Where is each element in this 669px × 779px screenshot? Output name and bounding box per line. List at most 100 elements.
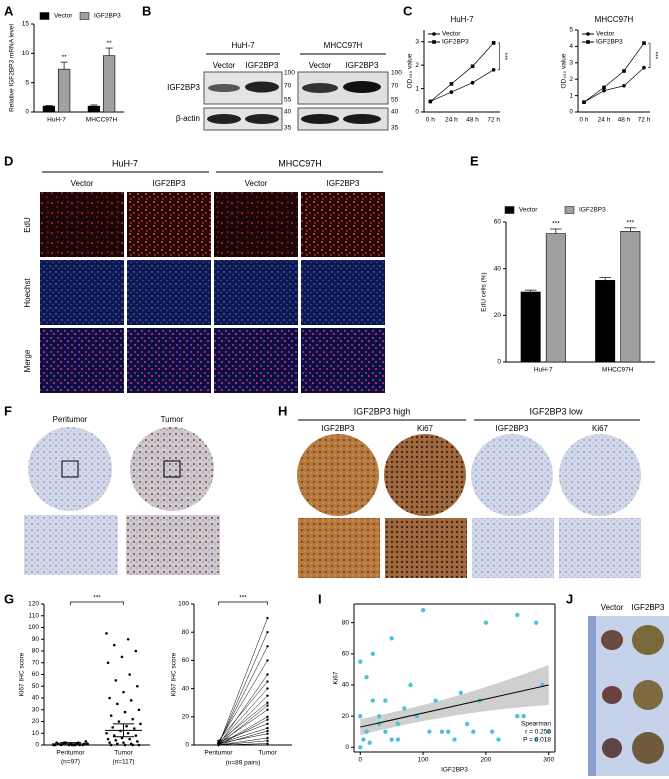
fit-line — [360, 684, 549, 728]
point — [452, 737, 457, 742]
point — [116, 742, 119, 746]
panel-label: I — [318, 591, 322, 606]
micrograph — [298, 518, 380, 578]
y-axis-label: OD₄₅₀ value — [561, 53, 568, 88]
point — [266, 704, 269, 707]
y-tick-label: 2 — [415, 62, 419, 69]
y-tick-label: 80 — [182, 629, 190, 636]
point — [395, 737, 401, 742]
point — [464, 721, 470, 727]
size-marker: 35 — [391, 125, 399, 132]
y-tick-label: 40 — [342, 682, 350, 689]
point — [114, 679, 118, 682]
pair-line — [218, 618, 268, 746]
point — [53, 743, 57, 747]
point — [266, 680, 269, 683]
western-blot: HuH-7 MHCC97H Vector IGF2BP3 Vector IGF2… — [167, 41, 389, 131]
point — [446, 729, 451, 734]
point — [126, 637, 130, 641]
pair-line — [218, 737, 268, 746]
tumor — [602, 686, 622, 704]
micrograph — [126, 515, 220, 575]
point — [137, 743, 141, 747]
point — [109, 714, 113, 717]
point — [266, 742, 269, 745]
chart-title: MHCC97H — [595, 15, 634, 24]
y-tick-label: 100 — [28, 624, 39, 631]
x-tick-label: 100 — [418, 757, 429, 764]
point — [117, 720, 121, 723]
column-label: IGF2BP3 — [327, 179, 360, 188]
point — [358, 659, 363, 664]
pair-line — [218, 716, 268, 746]
point — [266, 694, 269, 697]
marker — [470, 80, 475, 85]
point — [106, 737, 110, 741]
panel-label: F — [4, 403, 12, 418]
x-tick-label: 0 — [358, 757, 362, 764]
bar — [42, 105, 56, 113]
series-line — [430, 69, 494, 102]
significance: *** — [627, 220, 635, 227]
panel-label: C — [403, 3, 413, 18]
y-tick-label: 70 — [32, 659, 40, 666]
band — [245, 114, 279, 124]
column-label: IGF2BP3 — [153, 179, 186, 188]
panel-label: H — [278, 403, 287, 418]
tumor — [601, 630, 623, 650]
point — [266, 673, 269, 676]
bar — [102, 55, 116, 113]
lane-label: Vector — [213, 61, 236, 70]
marker — [642, 41, 646, 45]
point — [489, 729, 495, 734]
point — [376, 713, 382, 719]
size-marker: 35 — [284, 125, 292, 132]
band — [343, 114, 381, 124]
point — [266, 687, 269, 690]
point — [126, 731, 130, 735]
panel-label: D — [4, 153, 13, 168]
column-label: Vector — [71, 179, 94, 188]
point — [266, 729, 269, 733]
y-tick-label: 90 — [32, 636, 40, 643]
point — [123, 710, 127, 714]
significance-bracket — [218, 601, 268, 605]
panel-labels: A B C D E F G H I J — [4, 3, 573, 606]
point — [402, 706, 407, 711]
micrograph — [301, 192, 385, 257]
pair-line — [218, 674, 268, 746]
point — [105, 731, 108, 735]
band — [208, 84, 240, 92]
annotation: r = 0.250 — [525, 729, 551, 736]
point — [266, 645, 269, 648]
band — [245, 81, 279, 93]
point — [128, 673, 131, 676]
point — [139, 722, 142, 726]
legend-label: Vector — [442, 31, 461, 38]
series-line — [430, 42, 494, 102]
pair-line — [218, 740, 268, 746]
point — [266, 631, 269, 634]
y-tick-label: 0 — [35, 742, 39, 749]
point — [266, 708, 269, 711]
point — [546, 729, 551, 734]
point — [112, 734, 116, 737]
significance-bracket — [648, 42, 651, 69]
point — [483, 620, 489, 625]
series-line — [583, 67, 645, 103]
row-label: EdU — [23, 217, 32, 233]
tissue-core — [384, 434, 466, 516]
y-axis-label: Ki67 IHC score — [171, 652, 178, 696]
bar — [57, 68, 71, 113]
x-tick-label: Tumor — [114, 750, 133, 757]
lane-label: Vector — [309, 61, 332, 70]
y-tick-label: 50 — [32, 683, 40, 690]
legend-swatch — [564, 206, 575, 214]
point — [266, 739, 269, 742]
y-tick-label: 2 — [569, 76, 573, 83]
significance: *** — [552, 221, 560, 228]
cell-line: MHCC97H — [278, 158, 322, 168]
point — [131, 743, 135, 747]
point — [364, 729, 369, 734]
